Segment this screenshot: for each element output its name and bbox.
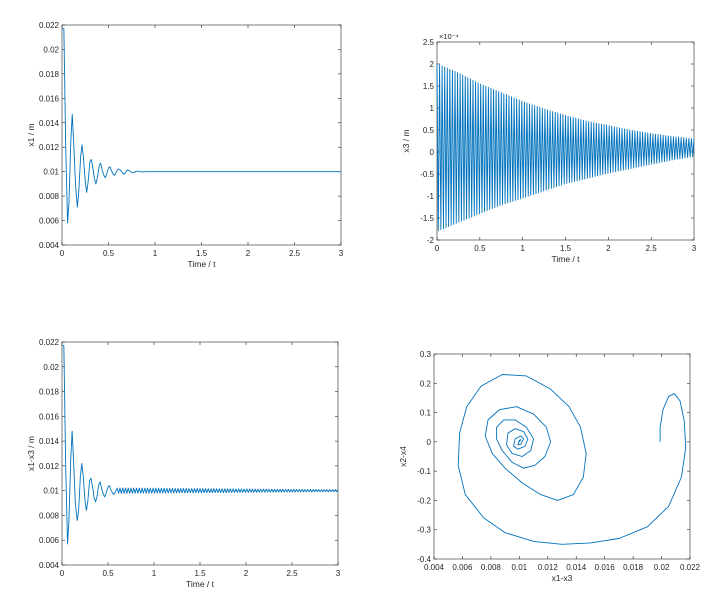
y-tick-label: 1: [430, 104, 435, 113]
x-tick-label: 0.5: [474, 244, 486, 253]
x-tick-label: 0.004: [424, 563, 445, 572]
x-tick-label: 0.016: [595, 563, 616, 572]
y-tick-label: -0.4: [417, 555, 431, 564]
y-tick-label: 2.5: [423, 38, 435, 47]
chart-4: 0.004 0.006 0.008 0.01 0.012 0.014 0.016 0.018 0…: [398, 350, 701, 583]
x-tick-label: 0.5: [103, 249, 115, 258]
y-axis-label: x1-x3 / m: [26, 436, 36, 471]
y-tick-label: 0.016: [39, 412, 60, 421]
y-tick-label: 0.006: [39, 536, 60, 545]
x-tick-label: 2: [606, 244, 611, 253]
y-tick-label: 0.008: [39, 192, 60, 201]
x-tick-label: 0.5: [102, 569, 114, 578]
y-tick-label: 0.004: [39, 241, 60, 250]
y-axis-label: x1 / m: [26, 123, 36, 146]
chart-3: 0 0.5 1 1.5 2 2.5 3 0.004 0.006 0.008 0.01 0.012 0.0…: [26, 338, 341, 589]
y-tick-label: 0.02: [43, 45, 59, 54]
y-tick-label: 0.01: [43, 487, 59, 496]
y-tick-label: 0.3: [420, 350, 432, 359]
x-tick-label: 0.006: [452, 563, 473, 572]
x-tick-label: 0.014: [566, 563, 587, 572]
y-tick-label: -0.5: [420, 170, 434, 179]
x-axis-label: Time / t: [187, 259, 216, 269]
x-tick-label: 1: [153, 249, 158, 258]
x-tick-label: 3: [336, 569, 341, 578]
y-tick-label: 0.022: [39, 21, 60, 30]
x-tick-label: 1.5: [560, 244, 572, 253]
y-tick-label: -0.1: [417, 467, 431, 476]
y-tick-label: 0.016: [39, 94, 60, 103]
y-tick-label: 0.01: [43, 168, 59, 177]
chart-1: 0 0.5 1 1.5 2 2.5 3 0.004 0.006 0.008 0.01 0.012 0.0…: [26, 21, 344, 269]
x-tick-label: 0.008: [481, 563, 502, 572]
y-tick-label: -0.2: [417, 496, 431, 505]
x-tick-label: 1: [520, 244, 525, 253]
series-line: [457, 374, 687, 545]
y-tick-label: -1.5: [420, 214, 434, 223]
y-tick-label: 0.012: [39, 143, 60, 152]
x-tick-label: 0: [60, 249, 65, 258]
x-tick-label: 3: [692, 244, 697, 253]
axes-box: [433, 353, 691, 560]
x-tick-label: 0.022: [680, 563, 701, 572]
series-line: [62, 345, 339, 545]
y-tick-label: 0.006: [39, 217, 60, 226]
y-tick-label: 0.2: [420, 379, 432, 388]
x-tick-label: 2: [246, 249, 251, 258]
y-tick-label: 0.014: [39, 437, 60, 446]
x-tick-label: 0.018: [623, 563, 644, 572]
y-tick-label: 0.022: [39, 338, 60, 347]
series-line: [62, 28, 341, 224]
x-tick-label: 2.5: [646, 244, 658, 253]
y-tick-label: 0.02: [43, 363, 59, 372]
y-tick-label: -1: [427, 192, 435, 201]
x-tick-label: 2: [244, 569, 249, 578]
series-line: [436, 63, 695, 232]
x-tick-label: 2.5: [289, 249, 301, 258]
y-tick-label: 2: [430, 60, 435, 69]
y-tick-label: 0: [427, 438, 432, 447]
y-tick-label: 0.018: [39, 70, 60, 79]
y-axis-label: x3 / m: [401, 129, 411, 152]
x-tick-label: 1: [152, 569, 157, 578]
y-tick-label: 0.012: [39, 462, 60, 471]
x-tick-label: 2.5: [286, 569, 298, 578]
y-tick-label: -2: [427, 236, 435, 245]
x-tick-label: 1.5: [194, 569, 206, 578]
x-tick-label: 1.5: [196, 249, 208, 258]
x-axis-label: Time / t: [186, 579, 215, 589]
y-axis-label: x2-x4: [398, 446, 408, 467]
y-tick-label: 0.018: [39, 388, 60, 397]
y-tick-label: 0.014: [39, 119, 60, 128]
x-axis-label: x1-x3: [552, 573, 573, 583]
x-tick-label: 0: [435, 244, 440, 253]
y-tick-label: 0.008: [39, 511, 60, 520]
y-tick-label: 0: [430, 148, 435, 157]
y-tick-label: 0.004: [39, 561, 60, 570]
axes-box: [61, 24, 342, 246]
x-tick-label: 0.012: [538, 563, 559, 572]
x-tick-label: 3: [339, 249, 344, 258]
y-tick-label: 1.5: [423, 82, 435, 91]
x-tick-label: 0.01: [512, 563, 528, 572]
axes-box: [61, 341, 339, 566]
chart-2: 0 0.5 1 1.5 2 2.5 3 -2 -1.5 -1 -0.5 0 0.5 1 1.5 2 2.5 Tim…: [401, 32, 697, 264]
y-exponent-label: ×10⁻⁴: [439, 32, 459, 41]
y-tick-label: 0.5: [423, 126, 435, 135]
y-tick-label: 0.1: [420, 409, 432, 418]
x-tick-label: 0.02: [654, 563, 670, 572]
x-tick-label: 0: [60, 569, 65, 578]
y-tick-label: -0.3: [417, 526, 431, 535]
x-axis-label: Time / t: [551, 254, 580, 264]
